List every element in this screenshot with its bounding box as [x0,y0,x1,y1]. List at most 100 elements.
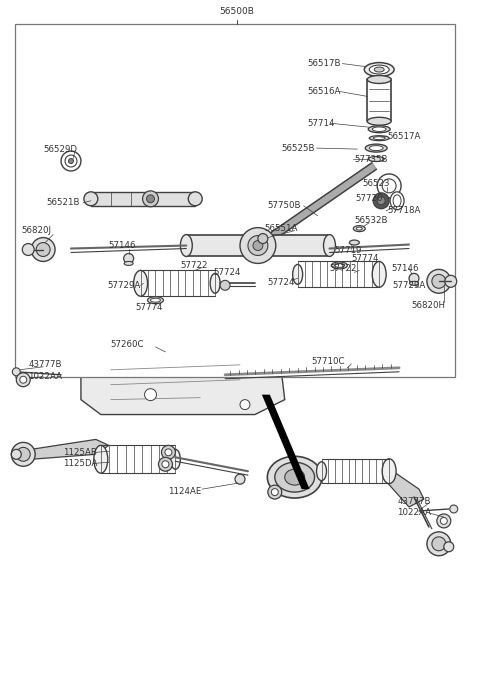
Text: 57750B: 57750B [268,201,301,210]
Circle shape [36,242,50,256]
Text: 57720: 57720 [355,194,383,203]
Ellipse shape [356,227,362,230]
Text: 56529D: 56529D [43,145,77,153]
Circle shape [143,191,158,207]
Circle shape [377,174,401,198]
Circle shape [240,400,250,410]
Ellipse shape [372,261,386,287]
Circle shape [427,269,451,293]
Circle shape [16,448,30,461]
Ellipse shape [324,235,336,256]
Circle shape [258,234,268,244]
Ellipse shape [170,450,180,469]
Text: 43777B: 43777B [28,360,62,369]
Circle shape [12,368,20,376]
Text: 57729A: 57729A [392,281,425,290]
Text: 57719: 57719 [335,246,362,255]
Circle shape [65,155,77,167]
Circle shape [165,449,172,456]
Bar [91,192,195,206]
Ellipse shape [349,240,360,245]
Circle shape [31,238,55,261]
Text: 56517A: 56517A [387,132,420,141]
Circle shape [235,474,245,484]
Circle shape [437,514,451,528]
Circle shape [450,505,458,513]
Circle shape [382,179,396,193]
Circle shape [377,197,385,205]
Ellipse shape [210,273,220,293]
Text: 56532B: 56532B [354,216,388,225]
Ellipse shape [188,192,202,206]
Text: 56500B: 56500B [219,7,254,16]
Text: 57729A: 57729A [108,281,141,290]
Text: 57724: 57724 [268,278,295,287]
Text: 1022AA: 1022AA [397,509,431,518]
Text: 57146: 57146 [391,264,419,273]
Ellipse shape [180,235,192,256]
Ellipse shape [369,65,389,74]
Ellipse shape [382,459,396,484]
Ellipse shape [374,67,384,72]
Ellipse shape [124,261,133,265]
Circle shape [432,275,446,288]
Text: 57735B: 57735B [354,155,388,164]
Circle shape [20,376,27,383]
Circle shape [12,450,21,459]
Text: 57718A: 57718A [387,206,420,215]
Ellipse shape [316,462,326,481]
Ellipse shape [368,126,390,133]
Text: 57146: 57146 [109,241,136,250]
Circle shape [409,273,419,283]
Polygon shape [394,273,427,286]
Text: 57722: 57722 [180,261,208,270]
Ellipse shape [151,298,160,302]
Polygon shape [31,439,109,459]
Text: 43777B: 43777B [397,497,431,505]
Polygon shape [260,163,376,247]
Circle shape [240,227,276,263]
Ellipse shape [353,225,365,232]
Bar [186,235,329,256]
Text: 56820H: 56820H [411,301,445,310]
Text: 57710C: 57710C [312,357,345,366]
Text: 1125DA: 1125DA [63,459,97,468]
Circle shape [162,461,169,468]
Circle shape [253,240,263,250]
Polygon shape [56,242,86,256]
Circle shape [61,151,81,171]
Text: 57774: 57774 [351,254,379,263]
Circle shape [373,193,389,209]
Circle shape [427,532,451,556]
Text: 56551A: 56551A [265,224,298,233]
Ellipse shape [367,75,391,83]
Ellipse shape [367,117,391,125]
Ellipse shape [364,63,394,77]
Ellipse shape [390,192,404,210]
Text: 56525B: 56525B [282,143,315,153]
Polygon shape [384,467,424,507]
Ellipse shape [275,462,314,492]
Ellipse shape [372,127,386,131]
Ellipse shape [409,281,419,285]
Ellipse shape [147,297,164,304]
Ellipse shape [84,192,98,206]
Circle shape [432,537,446,551]
Circle shape [12,442,35,466]
Text: 57260C: 57260C [111,341,144,349]
Text: 1124AE: 1124AE [168,487,202,495]
Circle shape [444,542,454,552]
Ellipse shape [332,262,348,269]
Bar [15,24,455,377]
Circle shape [144,389,156,400]
Polygon shape [262,394,310,489]
Circle shape [69,159,73,164]
Text: 57714: 57714 [308,118,335,128]
Ellipse shape [373,137,385,139]
Circle shape [22,244,34,256]
Ellipse shape [369,136,389,141]
Text: 56516A: 56516A [308,87,341,96]
Circle shape [124,254,133,263]
Text: 56820J: 56820J [21,226,51,235]
Text: 56517B: 56517B [308,59,341,68]
